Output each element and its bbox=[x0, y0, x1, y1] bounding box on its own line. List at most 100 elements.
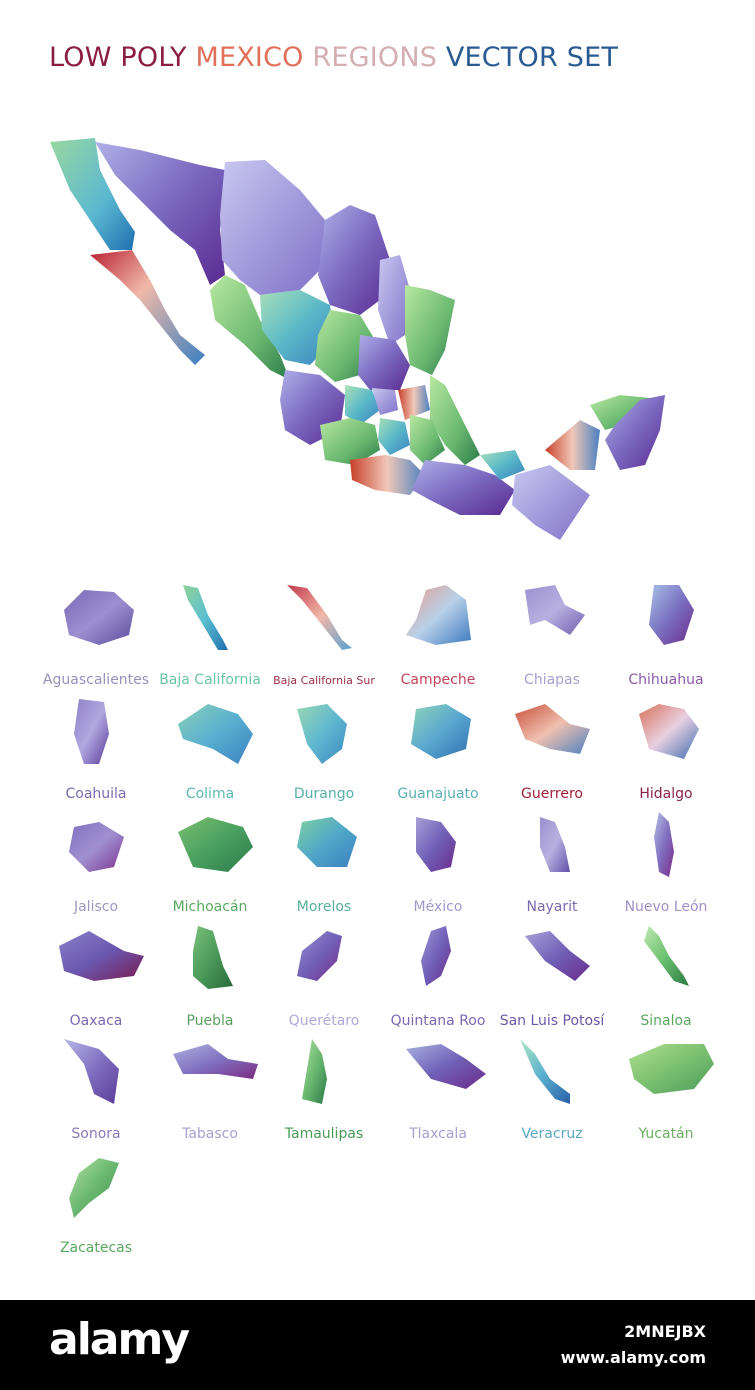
region-label: Guerrero bbox=[521, 785, 583, 802]
region-queretaro bbox=[372, 388, 398, 415]
region-guanajuato bbox=[345, 385, 380, 425]
region-shape-icon bbox=[64, 590, 134, 645]
region-polygon bbox=[406, 585, 471, 645]
region-polygon bbox=[59, 930, 144, 981]
region-polygon bbox=[629, 1044, 714, 1094]
region-shape-icon bbox=[525, 930, 590, 981]
region-label: Durango bbox=[293, 785, 355, 802]
region-card: Chiapas bbox=[492, 580, 612, 692]
region-label: Sinaloa bbox=[640, 1012, 692, 1029]
region-label: Aguascalientes bbox=[42, 672, 150, 688]
region-polygon bbox=[525, 930, 590, 981]
region-label: Quintana Roo bbox=[390, 1012, 486, 1029]
region-polygon bbox=[639, 703, 699, 759]
region-polygon bbox=[69, 822, 124, 872]
region-card: Coahuila bbox=[36, 694, 156, 806]
region-shape-icon bbox=[629, 1044, 714, 1094]
title-part-regions: REGIONS bbox=[312, 42, 446, 73]
region-guerrero bbox=[350, 455, 425, 495]
region-card: Morelos bbox=[264, 807, 384, 919]
region-label: Tamaulipas bbox=[284, 1126, 364, 1142]
region-label: Querétaro bbox=[288, 1012, 360, 1029]
region-card: Yucatán bbox=[606, 1034, 726, 1146]
region-shape-icon bbox=[644, 925, 689, 986]
region-shape-icon bbox=[416, 817, 456, 872]
region-card: Nuevo León bbox=[606, 807, 726, 919]
region-shape-icon bbox=[297, 930, 342, 981]
region-card: Veracruz bbox=[492, 1034, 612, 1146]
region-shape-icon bbox=[520, 1039, 570, 1104]
region-chiapas bbox=[512, 465, 590, 540]
region-polygon bbox=[406, 1044, 486, 1089]
region-polygon bbox=[540, 817, 570, 872]
region-label: Morelos bbox=[296, 899, 352, 915]
region-label: Chiapas bbox=[524, 672, 580, 688]
region-label: Chihuahua bbox=[628, 672, 704, 688]
site-url: www.alamy.com bbox=[560, 1348, 706, 1367]
region-polygon bbox=[297, 817, 357, 867]
region-polygon bbox=[183, 585, 228, 650]
region-shape-icon bbox=[297, 703, 347, 764]
title-part-mexico: MEXICO bbox=[195, 42, 313, 73]
region-shape-icon bbox=[74, 698, 109, 764]
region-shape-icon bbox=[178, 817, 253, 872]
region-card: Zacatecas bbox=[36, 1148, 156, 1260]
region-shape-icon bbox=[59, 930, 144, 981]
region-shape-icon bbox=[525, 585, 585, 635]
region-label: Tlaxcala bbox=[409, 1126, 467, 1142]
region-card: Chihuahua bbox=[606, 580, 726, 692]
region-polygon bbox=[416, 817, 456, 872]
region-puebla bbox=[410, 415, 445, 465]
region-baja-california-sur bbox=[90, 250, 205, 365]
region-card: México bbox=[378, 807, 498, 919]
region-label: Michoacán bbox=[172, 899, 248, 915]
region-oaxaca bbox=[412, 460, 515, 515]
region-sonora bbox=[95, 142, 225, 285]
region-durango bbox=[260, 290, 335, 365]
brand-logo: alamy bbox=[49, 1314, 190, 1365]
region-polygon bbox=[644, 925, 689, 986]
region-label: San Luis Potosí bbox=[499, 1012, 605, 1029]
region-san-luis-potosi bbox=[358, 335, 410, 390]
region-card: Baja California Sur bbox=[264, 580, 384, 692]
mexico-main-map bbox=[50, 138, 665, 540]
region-shape-icon bbox=[69, 822, 124, 872]
region-card: Tabasco bbox=[150, 1034, 270, 1146]
region-polygon bbox=[64, 590, 134, 645]
region-label: Oaxaca bbox=[69, 1012, 123, 1029]
region-card: Aguascalientes bbox=[36, 580, 156, 692]
region-card: Quintana Roo bbox=[378, 921, 498, 1033]
region-label: Colima bbox=[185, 785, 235, 802]
region-polygon bbox=[520, 1039, 570, 1104]
title-part-vector-set: VECTOR SET bbox=[445, 42, 619, 73]
region-label: Nuevo León bbox=[624, 899, 708, 915]
region-sinaloa bbox=[210, 275, 290, 380]
region-polygon bbox=[515, 703, 590, 754]
region-card: Jalisco bbox=[36, 807, 156, 919]
image-code: 2MNEJBX bbox=[624, 1322, 706, 1341]
region-card: Michoacán bbox=[150, 807, 270, 919]
region-shape-icon bbox=[297, 817, 357, 867]
region-polygon bbox=[654, 812, 674, 877]
region-label: Yucatán bbox=[638, 1126, 694, 1142]
region-shape-icon bbox=[64, 1039, 119, 1104]
region-card: Puebla bbox=[150, 921, 270, 1033]
region-tabasco bbox=[480, 450, 525, 480]
region-label: Puebla bbox=[186, 1012, 234, 1029]
region-label: Zacatecas bbox=[59, 1239, 133, 1256]
region-coahuila bbox=[318, 205, 390, 315]
region-label: México bbox=[413, 899, 463, 915]
region-polygon bbox=[178, 703, 253, 764]
title-part-low-poly: LOW POLY bbox=[49, 42, 196, 73]
region-polygon bbox=[74, 698, 109, 764]
region-card: Tamaulipas bbox=[264, 1034, 384, 1146]
region-shape-icon bbox=[193, 925, 233, 989]
region-polygon bbox=[411, 703, 471, 759]
region-polygon bbox=[193, 925, 233, 989]
region-polygon bbox=[297, 703, 347, 764]
region-label: Veracruz bbox=[521, 1126, 583, 1142]
region-tamaulipas bbox=[405, 285, 455, 375]
region-label: Campeche bbox=[400, 672, 476, 688]
region-label: Hidalgo bbox=[639, 785, 693, 802]
region-shape-icon bbox=[406, 585, 471, 645]
